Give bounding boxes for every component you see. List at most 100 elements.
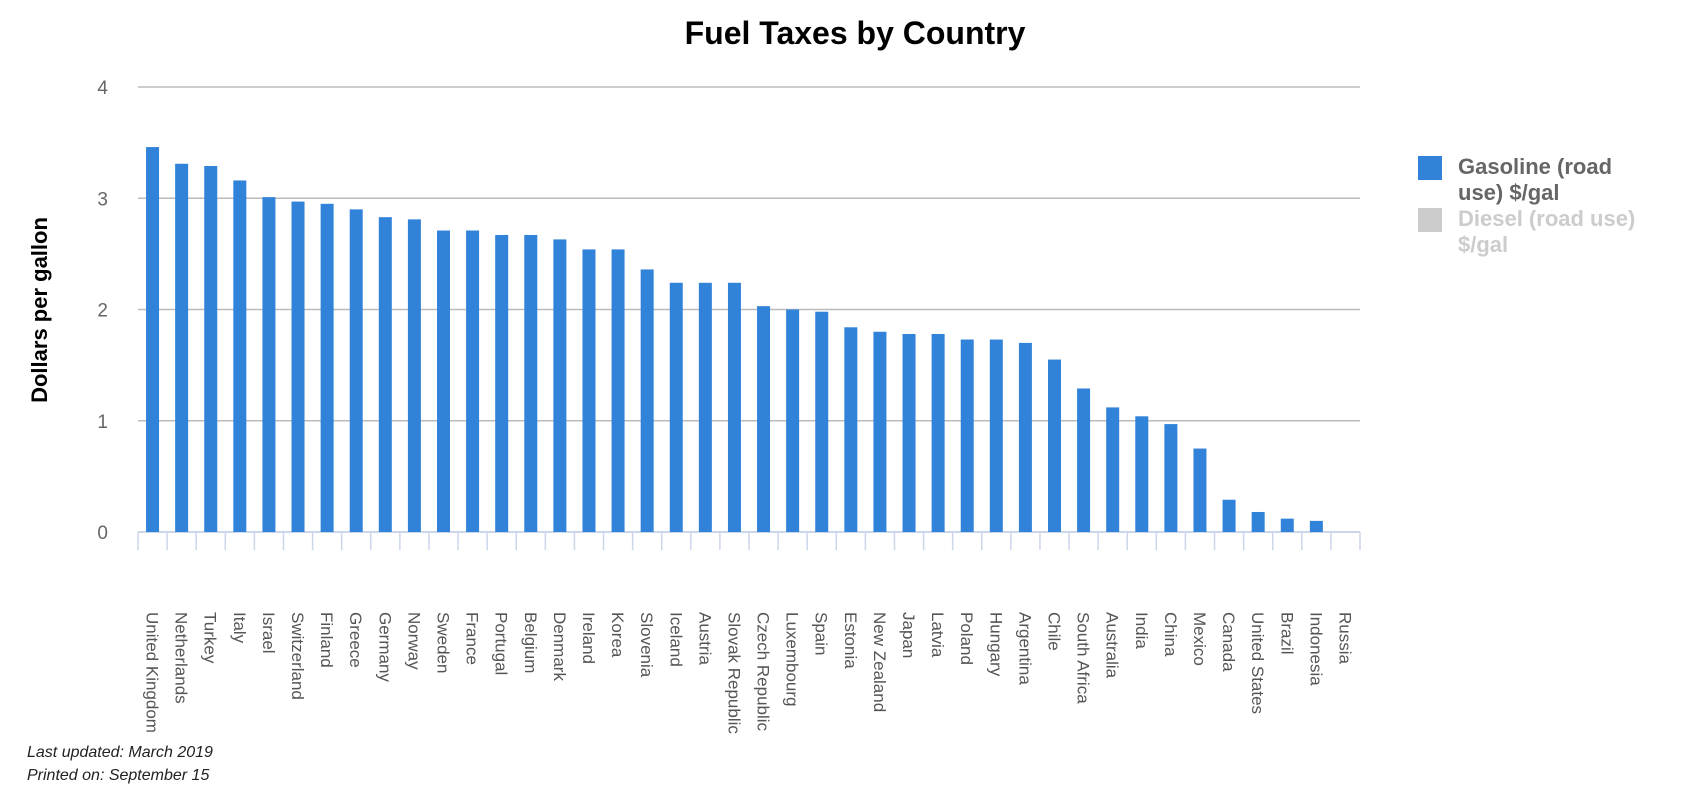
- bar: [233, 180, 247, 532]
- bar: [524, 234, 538, 532]
- bar: [1280, 518, 1294, 532]
- x-tick-label: New Zealand: [870, 612, 889, 712]
- x-tick-label: Portugal: [492, 612, 511, 675]
- x-tick-label: Italy: [230, 612, 249, 644]
- bar: [669, 282, 683, 532]
- x-tick-label: India: [1132, 612, 1151, 649]
- x-tick-label: Turkey: [201, 612, 220, 664]
- legend-label: Diesel (road use) $/gal: [1458, 206, 1636, 257]
- x-tick-label: Australia: [1103, 612, 1122, 679]
- x-tick-label: Austria: [695, 612, 714, 665]
- footnote: Last updated: March 2019: [27, 744, 213, 761]
- bar: [407, 219, 421, 532]
- bar: [1309, 520, 1323, 532]
- bar: [437, 230, 450, 532]
- y-axis-label: Dollars per gallon: [27, 217, 52, 403]
- y-tick-label: 2: [97, 301, 108, 322]
- legend-label: Gasoline (road use) $/gal: [1458, 154, 1613, 205]
- bar: [873, 331, 887, 532]
- bar: [1164, 424, 1178, 532]
- x-tick-label: South Africa: [1074, 612, 1093, 704]
- x-tick-label: France: [463, 612, 482, 665]
- bar: [466, 230, 480, 532]
- x-tick-label: China: [1161, 612, 1180, 657]
- x-tick-label: Sweden: [434, 612, 453, 673]
- bar: [378, 217, 392, 532]
- bar: [989, 339, 1003, 532]
- bar: [291, 201, 305, 532]
- x-tick-label: Argentina: [1015, 612, 1034, 685]
- x-tick-label: Germany: [375, 612, 394, 682]
- y-tick-label: 1: [97, 412, 108, 433]
- x-tick-label: Hungary: [986, 612, 1005, 677]
- x-tick-label: Japan: [899, 612, 918, 658]
- x-tick-label: Finland: [317, 612, 336, 668]
- bar: [175, 163, 189, 532]
- bar: [349, 209, 363, 532]
- legend-item[interactable]: Gasoline (road use) $/gal: [1418, 154, 1648, 206]
- bar: [204, 165, 218, 533]
- y-tick-label: 4: [97, 78, 108, 99]
- x-tick-label: Mexico: [1190, 612, 1209, 666]
- x-tick-label: Chile: [1045, 612, 1064, 651]
- x-tick-label: Iceland: [666, 612, 685, 667]
- x-tick-label: United States: [1248, 612, 1267, 714]
- bar: [320, 203, 334, 532]
- x-tick-label: Switzerland: [288, 612, 307, 700]
- bar: [495, 234, 509, 532]
- x-tick-label: Belgium: [521, 612, 540, 673]
- footnote: Printed on: September 15: [27, 767, 210, 784]
- bar: [1135, 416, 1149, 532]
- bar: [727, 282, 741, 532]
- bar: [931, 333, 945, 532]
- bar: [1018, 342, 1032, 532]
- x-tick-label: Canada: [1219, 612, 1238, 672]
- bar: [757, 306, 771, 532]
- x-tick-label: United Kingdom: [143, 612, 162, 733]
- bar: [902, 333, 916, 532]
- bar: [146, 147, 160, 532]
- x-tick-label: Latvia: [928, 612, 947, 658]
- bar: [698, 282, 712, 532]
- x-tick-label: Czech Republic: [754, 612, 773, 732]
- x-tick-label: Greece: [346, 612, 365, 668]
- x-tick-label: Poland: [957, 612, 976, 665]
- y-tick-label: 3: [97, 189, 108, 210]
- x-tick-label: Indonesia: [1306, 612, 1325, 686]
- y-tick-label: 0: [97, 523, 108, 544]
- x-tick-label: Slovak Republic: [724, 612, 743, 734]
- bar: [553, 239, 567, 532]
- legend-swatch: [1418, 208, 1442, 232]
- bar: [1251, 511, 1265, 532]
- x-tick-label: Spain: [812, 612, 831, 655]
- bar: [1222, 499, 1236, 532]
- bar: [1106, 407, 1120, 532]
- bar: [786, 309, 800, 532]
- legend-swatch: [1418, 156, 1442, 180]
- x-tick-label: Norway: [404, 612, 423, 670]
- bar: [1048, 359, 1061, 532]
- bar: [611, 249, 625, 533]
- x-tick-label: Estonia: [841, 612, 860, 669]
- legend-item[interactable]: Diesel (road use) $/gal: [1418, 206, 1648, 258]
- x-tick-label: Korea: [608, 612, 627, 658]
- bar: [640, 269, 654, 532]
- bar: [262, 197, 276, 532]
- x-tick-label: Ireland: [579, 612, 598, 664]
- x-tick-label: Russia: [1335, 612, 1354, 665]
- x-tick-label: Luxembourg: [783, 612, 802, 707]
- x-tick-label: Denmark: [550, 612, 569, 681]
- x-tick-label: Israel: [259, 612, 278, 654]
- bar: [1077, 388, 1091, 532]
- bar: [844, 327, 858, 532]
- x-tick-label: Brazil: [1277, 612, 1296, 655]
- bar: [815, 311, 829, 532]
- x-tick-label: Slovenia: [637, 612, 656, 678]
- bar: [1193, 448, 1207, 532]
- x-tick-label: Netherlands: [172, 612, 191, 704]
- bar: [960, 339, 974, 532]
- bar: [582, 249, 596, 533]
- chart-title: Fuel Taxes by Country: [685, 15, 1026, 51]
